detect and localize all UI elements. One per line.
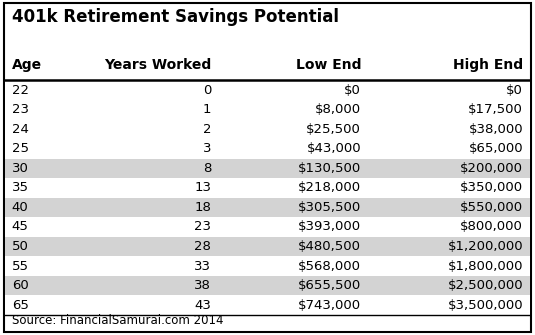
Text: $1,200,000: $1,200,000: [448, 240, 523, 253]
Bar: [5, 80, 530, 100]
Bar: [5, 100, 530, 120]
Text: 30: 30: [12, 162, 29, 175]
Bar: [5, 178, 530, 198]
Text: 0: 0: [203, 84, 211, 97]
Text: 18: 18: [194, 201, 211, 214]
Text: 401k Retirement Savings Potential: 401k Retirement Savings Potential: [12, 8, 339, 26]
Text: $200,000: $200,000: [460, 162, 523, 175]
Text: $8,000: $8,000: [315, 103, 361, 116]
Text: 24: 24: [12, 123, 29, 136]
Text: $743,000: $743,000: [298, 298, 361, 312]
Text: $350,000: $350,000: [460, 181, 523, 194]
Text: Age: Age: [12, 58, 42, 72]
Text: 33: 33: [194, 260, 211, 273]
Text: $65,000: $65,000: [469, 142, 523, 155]
Text: $43,000: $43,000: [307, 142, 361, 155]
Bar: [5, 217, 530, 237]
Bar: [5, 256, 530, 276]
Text: $655,500: $655,500: [298, 279, 361, 292]
Text: $568,000: $568,000: [298, 260, 361, 273]
Text: 55: 55: [12, 260, 29, 273]
Text: 38: 38: [194, 279, 211, 292]
Bar: [5, 295, 530, 315]
Bar: [5, 120, 530, 139]
Text: 22: 22: [12, 84, 29, 97]
Text: $1,800,000: $1,800,000: [448, 260, 523, 273]
Text: 40: 40: [12, 201, 28, 214]
Text: $305,500: $305,500: [298, 201, 361, 214]
Text: $38,000: $38,000: [469, 123, 523, 136]
Text: High End: High End: [453, 58, 523, 72]
Text: Low End: Low End: [296, 58, 361, 72]
Text: Source: FinancialSamurai.com 2014: Source: FinancialSamurai.com 2014: [12, 315, 223, 327]
Text: 45: 45: [12, 220, 29, 233]
Text: Years Worked: Years Worked: [104, 58, 211, 72]
Text: $25,500: $25,500: [306, 123, 361, 136]
Text: 3: 3: [203, 142, 211, 155]
Text: 13: 13: [194, 181, 211, 194]
Text: 8: 8: [203, 162, 211, 175]
Text: $3,500,000: $3,500,000: [448, 298, 523, 312]
Text: $130,500: $130,500: [298, 162, 361, 175]
Text: $218,000: $218,000: [298, 181, 361, 194]
Text: 50: 50: [12, 240, 29, 253]
Bar: [5, 237, 530, 256]
Text: 1: 1: [203, 103, 211, 116]
Bar: [5, 139, 530, 158]
Text: 23: 23: [12, 103, 29, 116]
Text: $393,000: $393,000: [298, 220, 361, 233]
Text: $550,000: $550,000: [460, 201, 523, 214]
Text: 28: 28: [194, 240, 211, 253]
Bar: [5, 276, 530, 295]
Bar: [5, 198, 530, 217]
Text: 60: 60: [12, 279, 28, 292]
Text: $0: $0: [506, 84, 523, 97]
Text: 25: 25: [12, 142, 29, 155]
Text: $0: $0: [344, 84, 361, 97]
Bar: [5, 158, 530, 178]
Text: $480,500: $480,500: [298, 240, 361, 253]
Text: 43: 43: [194, 298, 211, 312]
Text: 23: 23: [194, 220, 211, 233]
Text: $800,000: $800,000: [460, 220, 523, 233]
Text: 65: 65: [12, 298, 29, 312]
Text: 2: 2: [203, 123, 211, 136]
Text: $17,500: $17,500: [468, 103, 523, 116]
Text: 35: 35: [12, 181, 29, 194]
Text: $2,500,000: $2,500,000: [448, 279, 523, 292]
